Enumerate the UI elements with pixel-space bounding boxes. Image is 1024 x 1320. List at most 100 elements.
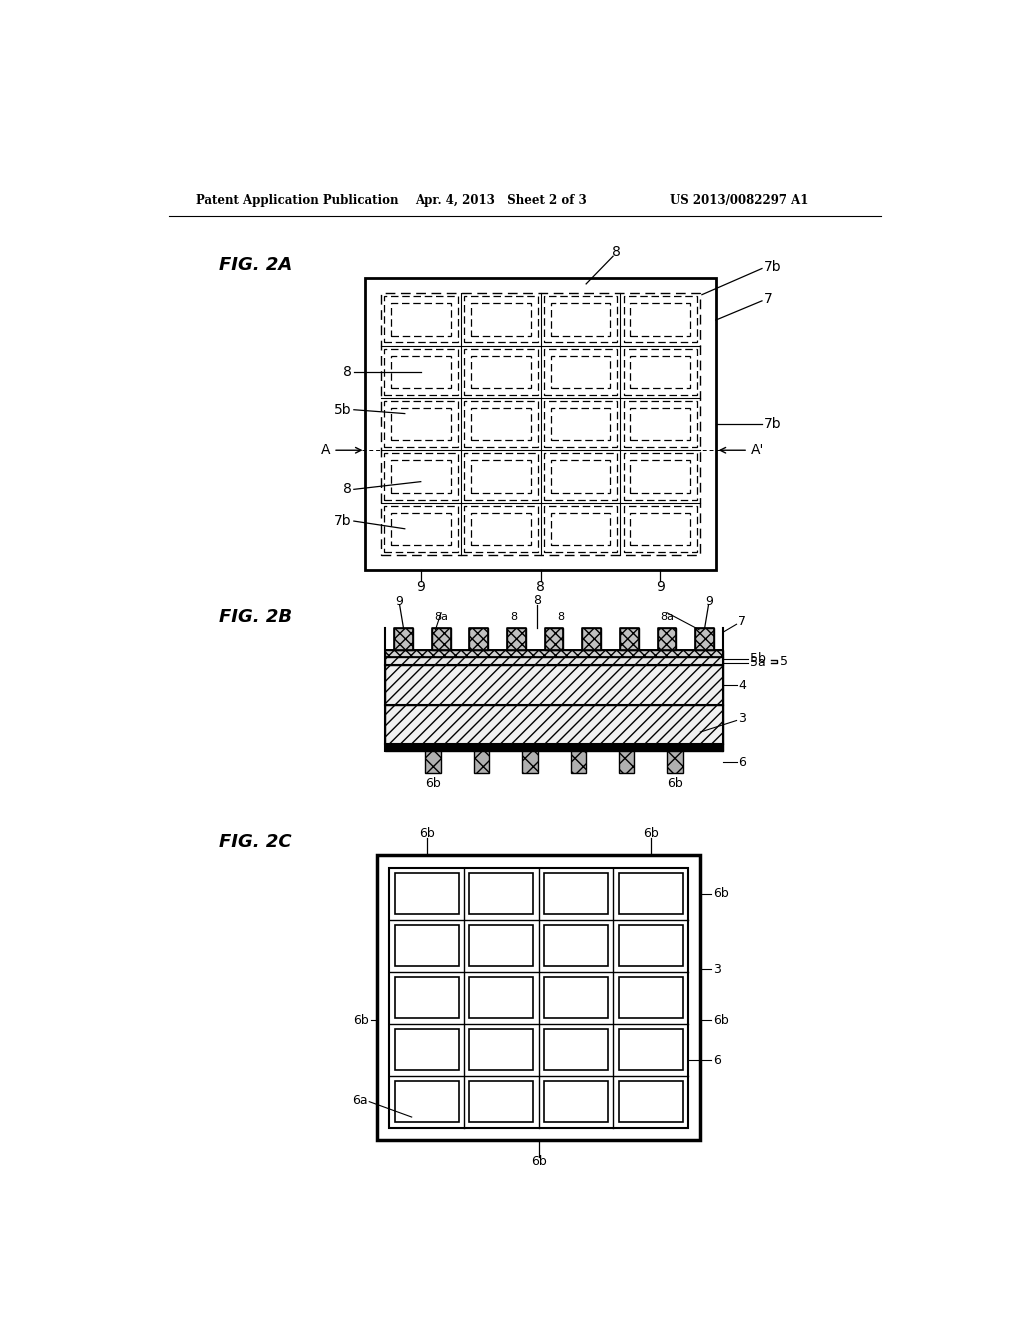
- Text: 8a: 8a: [434, 612, 449, 622]
- Text: FIG. 2C: FIG. 2C: [219, 833, 292, 851]
- Bar: [469, 925, 534, 966]
- Bar: [385, 705, 724, 743]
- Text: Patent Application Publication: Patent Application Publication: [196, 194, 398, 207]
- Text: 5b: 5b: [750, 652, 766, 665]
- Text: 7: 7: [764, 292, 772, 306]
- Bar: [631, 304, 690, 335]
- Bar: [384, 401, 458, 447]
- Bar: [618, 1030, 683, 1071]
- Text: 4: 4: [738, 678, 745, 692]
- Bar: [464, 506, 538, 552]
- Bar: [385, 665, 724, 705]
- Bar: [668, 751, 683, 774]
- Text: 6b: 6b: [713, 1014, 728, 1027]
- Bar: [624, 453, 697, 499]
- Text: 6b: 6b: [425, 776, 441, 789]
- Text: 8: 8: [510, 612, 517, 622]
- Bar: [384, 506, 458, 552]
- Bar: [391, 304, 451, 335]
- Bar: [544, 977, 608, 1018]
- Bar: [385, 743, 724, 751]
- Bar: [631, 355, 690, 388]
- Bar: [384, 296, 458, 342]
- Bar: [631, 512, 690, 545]
- Bar: [391, 512, 451, 545]
- Text: 9: 9: [395, 594, 402, 607]
- Bar: [544, 401, 617, 447]
- Text: 6: 6: [713, 1053, 721, 1067]
- Bar: [695, 628, 714, 649]
- Text: US 2013/0082297 A1: US 2013/0082297 A1: [670, 194, 808, 207]
- Bar: [583, 628, 601, 649]
- Bar: [551, 512, 610, 545]
- Bar: [384, 453, 458, 499]
- Bar: [624, 348, 697, 395]
- Bar: [545, 628, 563, 649]
- Bar: [366, 277, 716, 570]
- Bar: [471, 512, 530, 545]
- Text: 5b: 5b: [334, 403, 351, 417]
- Bar: [624, 506, 697, 552]
- Text: 7: 7: [738, 615, 746, 628]
- Text: 7b: 7b: [764, 417, 781, 432]
- Bar: [464, 348, 538, 395]
- Bar: [544, 348, 617, 395]
- Bar: [618, 1081, 683, 1122]
- Bar: [544, 506, 617, 552]
- Bar: [394, 1030, 459, 1071]
- Text: 8: 8: [534, 594, 541, 607]
- Text: 6: 6: [738, 755, 745, 768]
- Bar: [618, 977, 683, 1018]
- Text: 5: 5: [780, 655, 788, 668]
- Bar: [618, 751, 634, 774]
- Bar: [544, 1030, 608, 1071]
- Text: 6b: 6b: [668, 776, 683, 789]
- Bar: [469, 628, 488, 649]
- Bar: [469, 873, 534, 915]
- Bar: [394, 977, 459, 1018]
- Bar: [394, 925, 459, 966]
- Text: 3: 3: [738, 713, 745, 726]
- Bar: [381, 293, 700, 554]
- Bar: [620, 628, 639, 649]
- Text: 8: 8: [557, 612, 564, 622]
- Text: FIG. 2A: FIG. 2A: [219, 256, 293, 273]
- Bar: [474, 751, 489, 774]
- Text: 7b: 7b: [764, 260, 781, 275]
- Bar: [385, 665, 724, 705]
- Bar: [624, 401, 697, 447]
- Bar: [551, 461, 610, 492]
- Bar: [391, 355, 451, 388]
- Bar: [385, 649, 724, 657]
- Bar: [551, 304, 610, 335]
- Text: 8a: 8a: [660, 612, 674, 622]
- Text: A: A: [322, 444, 331, 457]
- Bar: [394, 873, 459, 915]
- Bar: [631, 461, 690, 492]
- Text: A': A': [751, 444, 764, 457]
- Bar: [471, 304, 530, 335]
- Bar: [394, 1081, 459, 1122]
- Text: 8: 8: [611, 246, 621, 259]
- Bar: [384, 348, 458, 395]
- Bar: [544, 1081, 608, 1122]
- Text: 8: 8: [343, 364, 351, 379]
- Bar: [544, 453, 617, 499]
- Text: 9: 9: [656, 581, 665, 594]
- Text: 6b: 6b: [713, 887, 728, 900]
- Text: 6b: 6b: [419, 828, 434, 841]
- Text: Apr. 4, 2013   Sheet 2 of 3: Apr. 4, 2013 Sheet 2 of 3: [416, 194, 587, 207]
- Bar: [464, 296, 538, 342]
- Bar: [391, 461, 451, 492]
- Bar: [377, 855, 700, 1140]
- Text: 3: 3: [713, 962, 721, 975]
- Bar: [522, 751, 538, 774]
- Bar: [471, 461, 530, 492]
- Bar: [507, 628, 526, 649]
- Bar: [469, 977, 534, 1018]
- Bar: [385, 649, 724, 657]
- Text: 6b: 6b: [530, 1155, 547, 1168]
- Bar: [394, 628, 413, 649]
- Bar: [385, 657, 724, 665]
- Bar: [544, 296, 617, 342]
